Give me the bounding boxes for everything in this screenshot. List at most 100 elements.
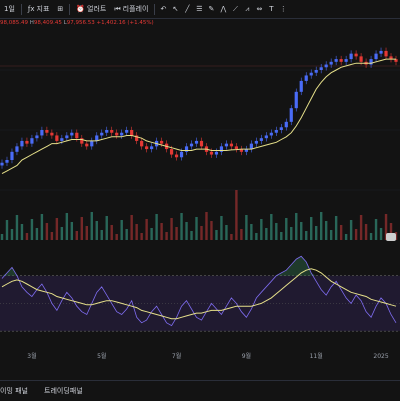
rsi-line [1, 255, 397, 327]
candle-body [105, 130, 109, 133]
toolbar-divider [154, 3, 156, 15]
indicator-collapse-button[interactable] [386, 233, 396, 241]
alert-label: 얼러트 [87, 5, 107, 13]
x-tick-label: 7월 [172, 352, 181, 360]
candle-body [274, 130, 278, 133]
candle-body [25, 140, 29, 144]
volume-bar [290, 227, 293, 240]
layout-grid-button[interactable]: ⊞ [53, 5, 67, 13]
cursor-tool[interactable]: ↖ [169, 3, 181, 15]
volume-bar [275, 223, 278, 240]
volume-bar [349, 220, 353, 240]
volume-bar [195, 217, 198, 240]
candle-body [284, 121, 288, 128]
candle-body [120, 132, 124, 136]
volume-bar [0, 234, 4, 240]
candle-body [299, 80, 303, 92]
candle-body [189, 143, 194, 147]
volume-bar [384, 214, 388, 240]
high-label: H [29, 20, 34, 26]
candle-body [10, 151, 14, 160]
tab-trading-panel[interactable]: 트레이딩패널 [44, 387, 83, 395]
ohlc-readout: 98,085.49 H98,409.45 L97,956.53 +1,402.1… [0, 20, 154, 26]
volume-bar [30, 219, 34, 240]
candle-body [279, 127, 283, 130]
brush-tool[interactable]: ✎ [205, 3, 217, 15]
candle-body [60, 138, 64, 141]
volume-bar [95, 221, 98, 240]
candle-body [229, 143, 234, 147]
volume-bar [165, 232, 168, 240]
volume-bar [329, 230, 333, 240]
candle-body [244, 149, 248, 152]
trend-line-tool[interactable]: ╱ [181, 3, 193, 15]
volume-bar [90, 212, 93, 240]
candle-body [394, 59, 398, 62]
volume-bar [75, 231, 79, 240]
open-value: 98,085.49 [0, 20, 28, 26]
volume-bar [215, 230, 218, 240]
candle-body [75, 132, 79, 139]
candle-body [130, 130, 134, 136]
text-tool[interactable]: T [265, 3, 277, 15]
candle-body [289, 108, 293, 122]
candle-body [15, 146, 19, 152]
candle-body [349, 53, 353, 60]
volume-bar [305, 231, 308, 240]
volume-bar [130, 215, 133, 240]
volume-bar [20, 224, 24, 240]
volume-bar [185, 222, 188, 240]
candle-body [219, 146, 224, 152]
volume-bar [60, 227, 64, 240]
wave-tool[interactable]: ⩘ [241, 3, 253, 15]
volume-bar [324, 221, 328, 240]
candle-body [85, 143, 89, 147]
candle-body [30, 138, 34, 144]
candle-body [309, 72, 313, 76]
candle-body [150, 146, 154, 150]
measure-tool[interactable]: ⇔ [253, 3, 265, 15]
volume-bar [250, 224, 253, 240]
more-tools[interactable]: ⋮ [277, 3, 289, 15]
candle-body [5, 160, 9, 163]
brush-icon: ✎ [208, 5, 215, 13]
moving-average-line [1, 58, 396, 175]
candle-body [35, 135, 39, 139]
projection-tool[interactable]: ⟋ [229, 3, 241, 15]
candle-body [0, 162, 4, 166]
volume-bar [235, 190, 238, 240]
volume-bar [180, 213, 183, 240]
candle-body [374, 53, 378, 60]
price-chart[interactable]: 3월 5월 7월 9월 11월 2025 [0, 0, 400, 365]
volume-bar [255, 233, 258, 240]
candle-body [354, 53, 358, 57]
alert-button[interactable]: ⏰ 얼러트 [72, 4, 110, 14]
candle-body [159, 140, 164, 144]
wave-icon: ⩘ [245, 4, 250, 13]
volume-bar [280, 232, 283, 240]
undo-button[interactable]: ↶ [157, 3, 169, 15]
replay-button[interactable]: ⏮ 리플레이 [110, 4, 152, 14]
volume-bar [374, 219, 378, 240]
projection-icon: ⟋ [232, 4, 238, 13]
candle-body [45, 130, 49, 133]
volume-bar [359, 215, 363, 240]
indicators-button[interactable]: ƒx 지표 [24, 4, 54, 14]
interval-selector[interactable]: 1일 [0, 4, 19, 14]
volume-bar [160, 223, 163, 240]
x-tick-label: 11월 [310, 352, 323, 360]
candle-body [184, 146, 189, 152]
volume-bar [200, 226, 203, 240]
pattern-tool[interactable]: ⋀ [217, 3, 229, 15]
grid-icon: ⊞ [57, 5, 64, 13]
tab-panel[interactable]: 이밍 패널 [0, 387, 28, 395]
volume-bar [379, 228, 383, 240]
fib-tool[interactable]: ☰ [193, 3, 205, 15]
volume-bar [210, 221, 213, 240]
candle-body [269, 132, 273, 136]
candle-body [80, 138, 84, 144]
low-value: 97,956.53 [66, 20, 95, 26]
volume-bar [140, 233, 143, 240]
volume-bar [310, 217, 313, 240]
undo-icon: ↶ [160, 5, 167, 13]
